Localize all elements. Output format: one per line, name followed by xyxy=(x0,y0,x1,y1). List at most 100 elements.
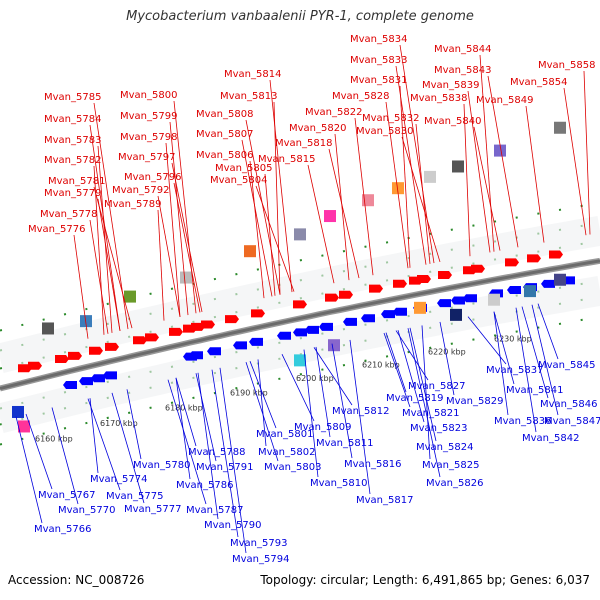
reverse-gene-arrow xyxy=(207,347,221,356)
gene-label-top: Mvan_5783 xyxy=(44,135,101,146)
bottom-label-leader xyxy=(281,354,315,422)
gene-label-top: Mvan_5844 xyxy=(434,44,491,55)
gene-label-bottom: Mvan_5774 xyxy=(90,474,147,485)
gene-label-top: Mvan_5779 xyxy=(44,188,101,199)
accession-text: Accession: NC_008726 xyxy=(8,573,145,587)
top-label-leader xyxy=(264,173,276,296)
forward-gene-arrow xyxy=(89,346,103,355)
forward-gene-arrow xyxy=(505,258,519,267)
gene-label-top: Mvan_5834 xyxy=(350,34,407,45)
bottom-label-leader xyxy=(537,303,559,360)
gene-label-top: Mvan_5822 xyxy=(305,107,362,118)
feature-box xyxy=(452,160,464,173)
gene-label-bottom: Mvan_5826 xyxy=(426,478,483,489)
forward-gene-arrow xyxy=(471,264,485,273)
gene-label-bottom: Mvan_5847 xyxy=(544,416,600,427)
top-label-leader xyxy=(157,209,165,321)
top-label-leader xyxy=(385,101,409,269)
feature-box xyxy=(554,121,566,134)
gene-label-top: Mvan_5805 xyxy=(215,163,272,174)
gene-label-top: Mvan_5797 xyxy=(118,152,175,163)
bottom-label-leader xyxy=(25,413,53,490)
gene-label-top: Mvan_5798 xyxy=(120,132,177,143)
top-label-leader xyxy=(354,117,374,276)
gene-label-top: Mvan_5838 xyxy=(410,93,467,104)
bottom-label-leader xyxy=(521,306,549,399)
gene-label-top: Mvan_5781 xyxy=(48,176,105,187)
gene-label-top: Mvan_5792 xyxy=(112,185,169,196)
gene-label-top: Mvan_5815 xyxy=(258,154,315,165)
reverse-gene-arrow xyxy=(277,331,291,340)
reverse-gene-arrow xyxy=(233,341,247,350)
gene-label-bottom: Mvan_5825 xyxy=(422,460,479,471)
gene-label-top: Mvan_5785 xyxy=(44,92,101,103)
gene-label-top: Mvan_5820 xyxy=(289,123,346,134)
feature-box xyxy=(554,273,566,286)
feature-box xyxy=(12,405,24,418)
feature-box xyxy=(294,228,306,241)
gene-label-top: Mvan_5806 xyxy=(196,150,253,161)
top-label-leader xyxy=(89,124,121,332)
feature-box xyxy=(494,144,506,157)
reverse-gene-arrow xyxy=(541,279,555,288)
top-label-leader xyxy=(399,85,411,268)
map-title: Mycobacterium vanbaalenii PYR-1, complet… xyxy=(126,9,474,24)
bottom-label-leader xyxy=(421,325,431,460)
top-label-leader xyxy=(93,186,133,329)
top-label-leader xyxy=(307,164,335,284)
bottom-label-leader xyxy=(493,311,509,416)
gene-label-top: Mvan_5782 xyxy=(44,155,101,166)
forward-gene-arrow xyxy=(251,309,265,318)
feature-box xyxy=(18,420,30,433)
gene-label-bottom: Mvan_5770 xyxy=(58,505,115,516)
feature-box xyxy=(180,271,192,284)
kbp-tick-label: 6160 kbp xyxy=(35,435,73,444)
gene-label-top: Mvan_5804 xyxy=(210,175,267,186)
reverse-gene-arrow xyxy=(293,328,307,337)
top-label-leader xyxy=(399,44,435,264)
kbp-tick-label: 6220 kbp xyxy=(428,347,466,356)
forward-gene-arrow xyxy=(325,293,339,302)
gene-label-bottom: Mvan_5791 xyxy=(196,462,253,473)
bottom-label-leader xyxy=(211,369,239,538)
gene-label-bottom: Mvan_5788 xyxy=(188,447,245,458)
feature-box xyxy=(124,290,136,303)
bottom-label-leader xyxy=(395,330,429,381)
gene-label-top: Mvan_5778 xyxy=(40,209,97,220)
feature-box xyxy=(424,170,436,183)
gene-label-bottom: Mvan_5780 xyxy=(133,460,190,471)
gene-label-top: Mvan_5843 xyxy=(434,65,491,76)
gene-label-bottom: Mvan_5841 xyxy=(506,385,563,396)
top-label-leader xyxy=(328,148,360,279)
top-label-leader xyxy=(563,87,587,236)
forward-gene-arrow xyxy=(68,351,82,360)
gene-label-top: Mvan_5839 xyxy=(422,80,479,91)
gene-label-bottom: Mvan_5845 xyxy=(538,360,595,371)
feature-box xyxy=(392,182,404,195)
forward-gene-arrow xyxy=(369,284,383,293)
top-label-leader xyxy=(273,101,281,295)
gene-label-bottom: Mvan_5803 xyxy=(264,462,321,473)
top-label-leader xyxy=(89,219,109,334)
bottom-label-leader xyxy=(87,398,121,491)
top-label-leader xyxy=(169,121,189,316)
top-label-leader xyxy=(93,102,129,330)
top-label-leader xyxy=(334,133,350,281)
top-label-leader xyxy=(467,90,491,253)
top-label-leader xyxy=(473,126,501,251)
gene-label-bottom: Mvan_5836 xyxy=(494,416,551,427)
reverse-gene-arrow xyxy=(381,310,395,319)
bottom-label-leader xyxy=(385,332,407,393)
forward-gene-arrow xyxy=(438,270,452,279)
gene-label-top: Mvan_5813 xyxy=(220,91,277,102)
bottom-label-leader xyxy=(531,304,559,416)
kbp-tick-label: 6230 kbp xyxy=(494,335,532,344)
top-label-leader xyxy=(249,160,265,299)
reverse-gene-arrow xyxy=(507,286,521,295)
forward-gene-arrow xyxy=(225,315,239,324)
gene-label-bottom: Mvan_5824 xyxy=(416,442,473,453)
bottom-label-leader xyxy=(195,373,217,462)
track-band-0 xyxy=(0,216,600,374)
kbp-tick-label: 6200 kbp xyxy=(296,374,334,383)
forward-gene-arrow xyxy=(169,327,183,336)
